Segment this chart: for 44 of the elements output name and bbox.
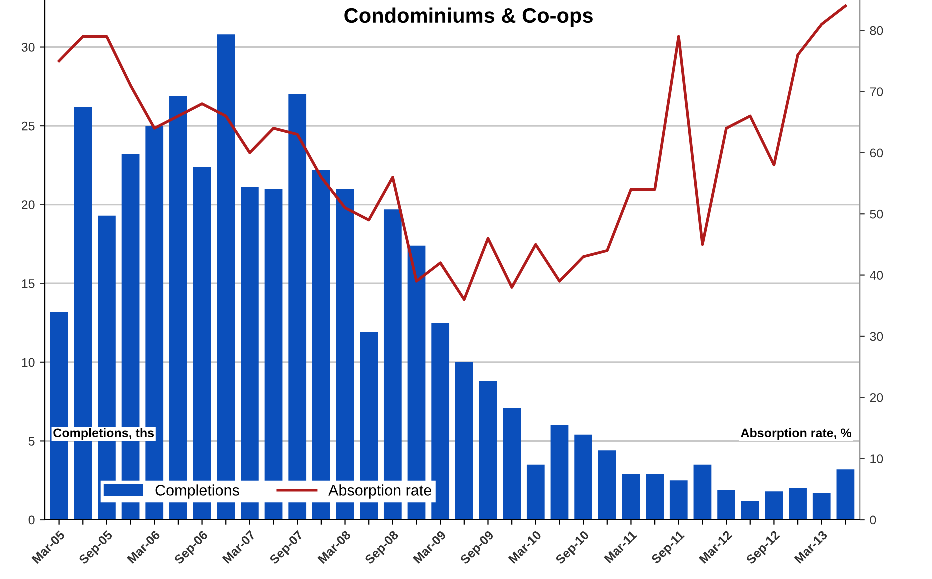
y-tick-label: 5 [28,437,35,446]
y2-tick-label: 70 [870,88,884,96]
bar [670,480,688,520]
bar [812,493,831,520]
y2-tick-label: 40 [870,271,884,280]
y-tick-label: 10 [22,358,35,368]
y2-tick-label: 0 [870,516,876,525]
bar [503,408,522,520]
legend-label: Completions [156,484,240,499]
bar [718,490,736,520]
y2-tick-label: 80 [870,26,884,36]
bar [598,450,616,520]
bar [550,425,569,520]
bar [526,464,545,520]
bar [622,474,640,520]
y-tick-label: 30 [22,43,35,52]
bar [455,362,474,520]
bar [241,188,259,520]
y2-tick-label: 20 [870,393,884,402]
bar [789,488,807,520]
bar [264,189,283,520]
y2-tick-label: 30 [870,332,884,342]
chart-title: Condominiums & Co-ops [344,8,593,28]
legend-label: Absorption rate [328,484,432,499]
y2-axis-title: Absorption rate, % [741,428,852,440]
bar [479,381,498,520]
bar [432,323,450,520]
bar [646,474,664,520]
y2-tick-label: 50 [870,210,884,219]
bar [288,94,307,520]
y-tick-label: 15 [22,280,35,288]
bar [694,464,712,520]
bar [765,492,784,520]
bar [312,170,330,520]
y-axis-title: Completions, ths [54,428,154,440]
y-tick-label: 0 [28,516,35,525]
y-tick-label: 25 [22,122,35,131]
y2-tick-label: 10 [870,454,884,464]
y2-tick-label: 60 [870,148,884,158]
bar [741,501,760,520]
y-tick-label: 20 [22,200,35,210]
bar [836,470,855,520]
line-series [58,4,848,302]
bar [574,434,593,520]
